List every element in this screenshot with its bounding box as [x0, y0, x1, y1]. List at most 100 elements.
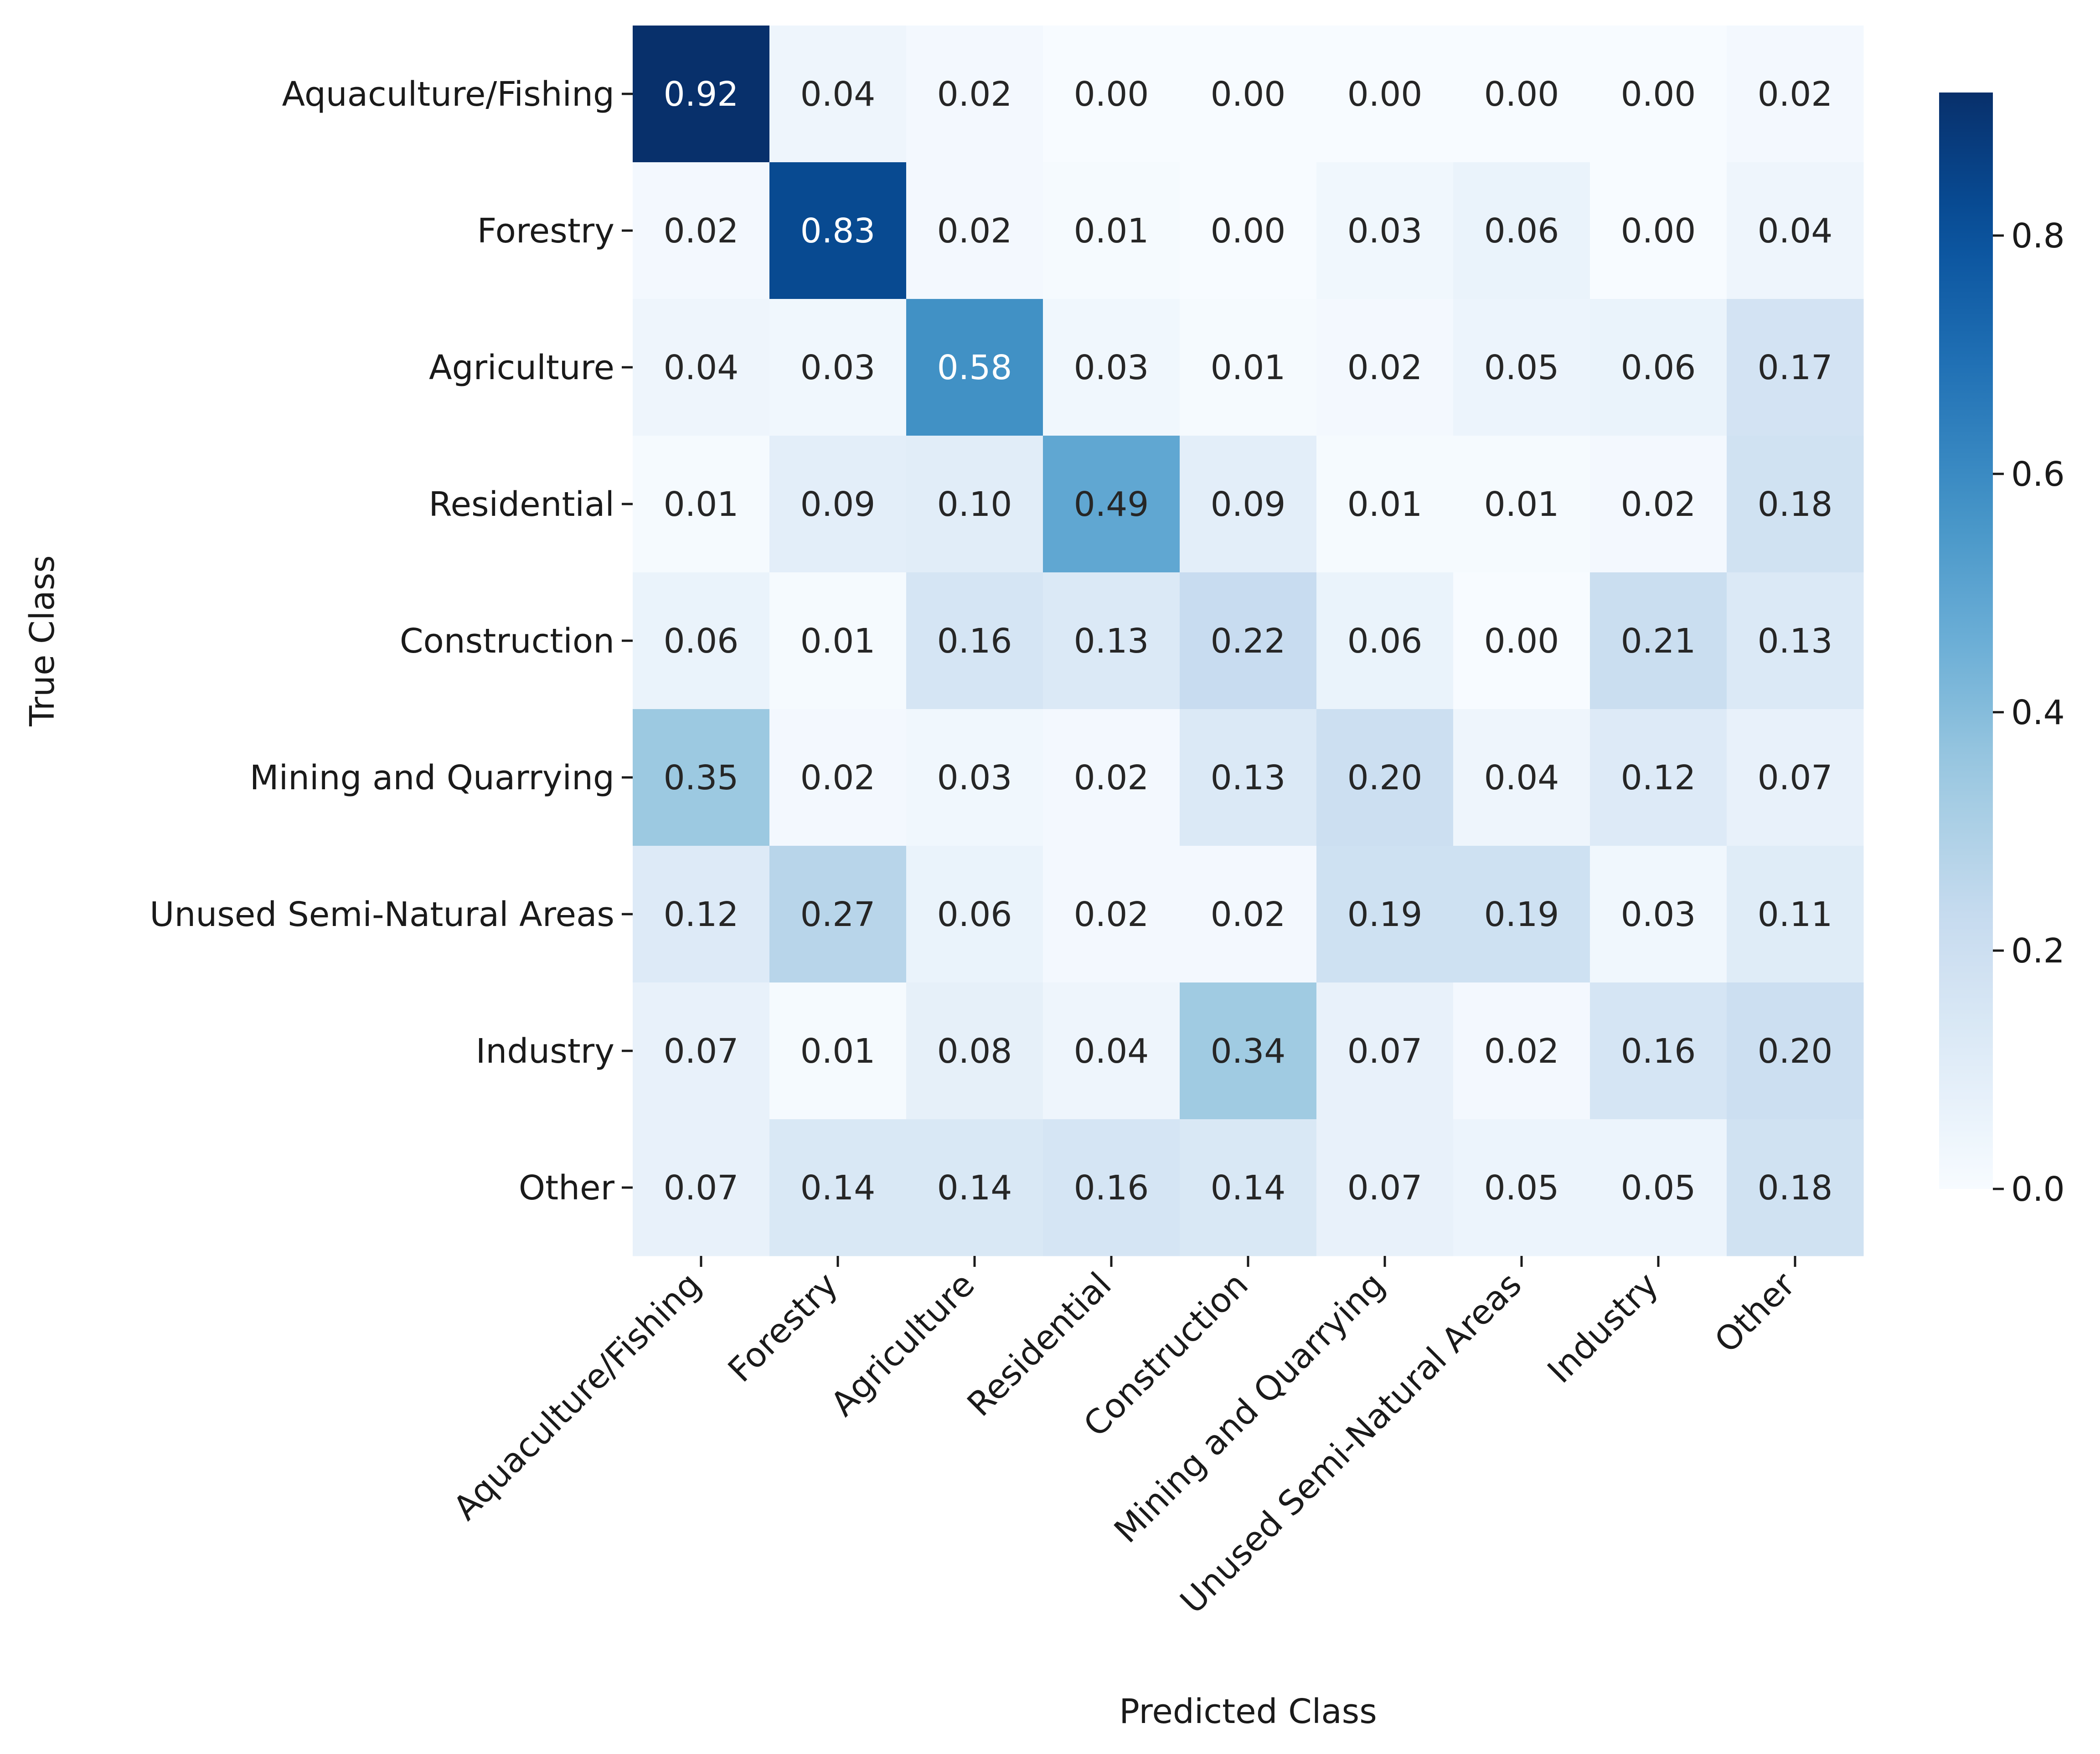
cell-value-label: 0.01 [1211, 348, 1286, 387]
cell-value-label: 0.35 [664, 758, 739, 797]
heatmap-cell [769, 846, 907, 983]
y-tick-label: Residential [428, 485, 614, 524]
cell-value-label: 0.14 [800, 1168, 876, 1208]
heatmap-cell [1590, 572, 1727, 710]
cell-value-label: 0.11 [1758, 895, 1833, 934]
heatmap-cell [633, 299, 770, 436]
cell-value-label: 0.02 [1074, 895, 1149, 934]
heatmap-cell [1727, 162, 1864, 299]
heatmap-cell [1453, 1119, 1590, 1256]
cell-value-label: 0.19 [1484, 895, 1559, 934]
heatmap-cell [1453, 436, 1590, 573]
heatmap-cell [1453, 299, 1590, 436]
cell-value-label: 0.06 [1621, 348, 1696, 387]
y-axis-title: True Class [23, 555, 62, 726]
y-tick-label: Unused Semi-Natural Areas [150, 895, 614, 934]
cell-value-label: 0.00 [1484, 75, 1559, 114]
colorbar-tick-label: 0.6 [2011, 455, 2065, 494]
cell-value-label: 0.00 [1211, 211, 1286, 251]
cell-value-label: 0.34 [1211, 1032, 1286, 1071]
heatmap-cell [1316, 982, 1454, 1120]
cell-value-label: 0.14 [937, 1168, 1012, 1208]
cell-value-label: 0.06 [664, 622, 739, 661]
heatmap-cell [1043, 436, 1180, 573]
cell-value-label: 0.16 [1074, 1168, 1149, 1208]
heatmap-cell [906, 436, 1043, 573]
heatmap-cell [633, 572, 770, 710]
heatmap-cell [1727, 846, 1864, 983]
heatmap-cell [1043, 26, 1180, 163]
cell-value-label: 0.00 [1621, 211, 1696, 251]
heatmap-cell [1180, 26, 1317, 163]
heatmap-cell [906, 572, 1043, 710]
heatmap-cell [769, 982, 907, 1120]
heatmap-cell [1316, 162, 1454, 299]
heatmap-cell [633, 709, 770, 846]
cell-value-label: 0.03 [1347, 211, 1423, 251]
heatmap-cell [1180, 572, 1317, 710]
cell-value-label: 0.00 [1074, 75, 1149, 114]
y-tick-label: Construction [400, 622, 614, 661]
cell-value-label: 0.04 [664, 348, 739, 387]
x-tick-label: Other [1707, 1265, 1803, 1361]
heatmap-cell [633, 1119, 770, 1256]
cell-value-label: 0.02 [1347, 348, 1423, 387]
heatmap-cell [1316, 1119, 1454, 1256]
cell-value-label: 0.03 [1621, 895, 1696, 934]
heatmap-cell [1590, 436, 1727, 573]
heatmap-cell [906, 26, 1043, 163]
cell-value-label: 0.92 [664, 75, 739, 114]
heatmap-cell [906, 846, 1043, 983]
cell-value-label: 0.01 [664, 485, 739, 524]
cell-value-label: 0.09 [1211, 485, 1286, 524]
heatmap-cell [1590, 26, 1727, 163]
cell-value-label: 0.17 [1758, 348, 1833, 387]
heatmap-cell [1043, 299, 1180, 436]
heatmap-cell [1453, 162, 1590, 299]
cell-value-label: 0.04 [1074, 1032, 1149, 1071]
cell-value-label: 0.13 [1074, 622, 1149, 661]
cell-value-label: 0.13 [1211, 758, 1286, 797]
cell-value-label: 0.04 [1758, 211, 1833, 251]
heatmap-cell [1180, 846, 1317, 983]
cell-value-label: 0.02 [1621, 485, 1696, 524]
heatmap-value-labels: 0.92 0.04 0.02 0.00 0.00 0.00 0.00 0.00 0.02 0.02… [664, 75, 1833, 1208]
cell-value-label: 0.00 [1211, 75, 1286, 114]
y-tick-label: Industry [476, 1032, 614, 1071]
cell-value-label: 0.12 [664, 895, 739, 934]
heatmap-cell [633, 26, 770, 163]
heatmap-cell [1316, 299, 1454, 436]
colorbar-tick-label: 0.4 [2011, 693, 2065, 732]
heatmap-cell [1043, 846, 1180, 983]
y-tick-label: Mining and Quarrying [250, 758, 614, 797]
cell-value-label: 0.02 [664, 211, 739, 251]
cell-value-label: 0.02 [937, 75, 1012, 114]
heatmap-cell [769, 709, 907, 846]
cell-value-label: 0.06 [1484, 211, 1559, 251]
cell-value-label: 0.13 [1758, 622, 1833, 661]
heatmap-cell [1316, 846, 1454, 983]
x-tick-label: Mining and Quarrying [1107, 1265, 1393, 1551]
heatmap-cell [1727, 709, 1864, 846]
cell-value-label: 0.01 [800, 622, 876, 661]
cell-value-label: 0.07 [664, 1032, 739, 1071]
heatmap-cell [1043, 572, 1180, 710]
heatmap-cell [633, 162, 770, 299]
cell-value-label: 0.12 [1621, 758, 1696, 797]
cell-value-label: 0.02 [1758, 75, 1833, 114]
cell-value-label: 0.01 [800, 1032, 876, 1071]
cell-value-label: 0.03 [1074, 348, 1149, 387]
colorbar: 0.0 0.2 0.4 0.6 0.8 [1939, 93, 2065, 1209]
cell-value-label: 0.07 [1347, 1168, 1423, 1208]
heatmap-cell [1727, 26, 1864, 163]
heatmap-cell [1727, 436, 1864, 573]
heatmap-cell [906, 162, 1043, 299]
cell-value-label: 0.14 [1211, 1168, 1286, 1208]
heatmap-cell [1316, 709, 1454, 846]
y-tick-label: Aquaculture/Fishing [282, 75, 615, 114]
cell-value-label: 0.03 [800, 348, 876, 387]
cell-value-label: 0.05 [1484, 1168, 1559, 1208]
cell-value-label: 0.16 [937, 622, 1012, 661]
cell-value-label: 0.01 [1074, 211, 1149, 251]
